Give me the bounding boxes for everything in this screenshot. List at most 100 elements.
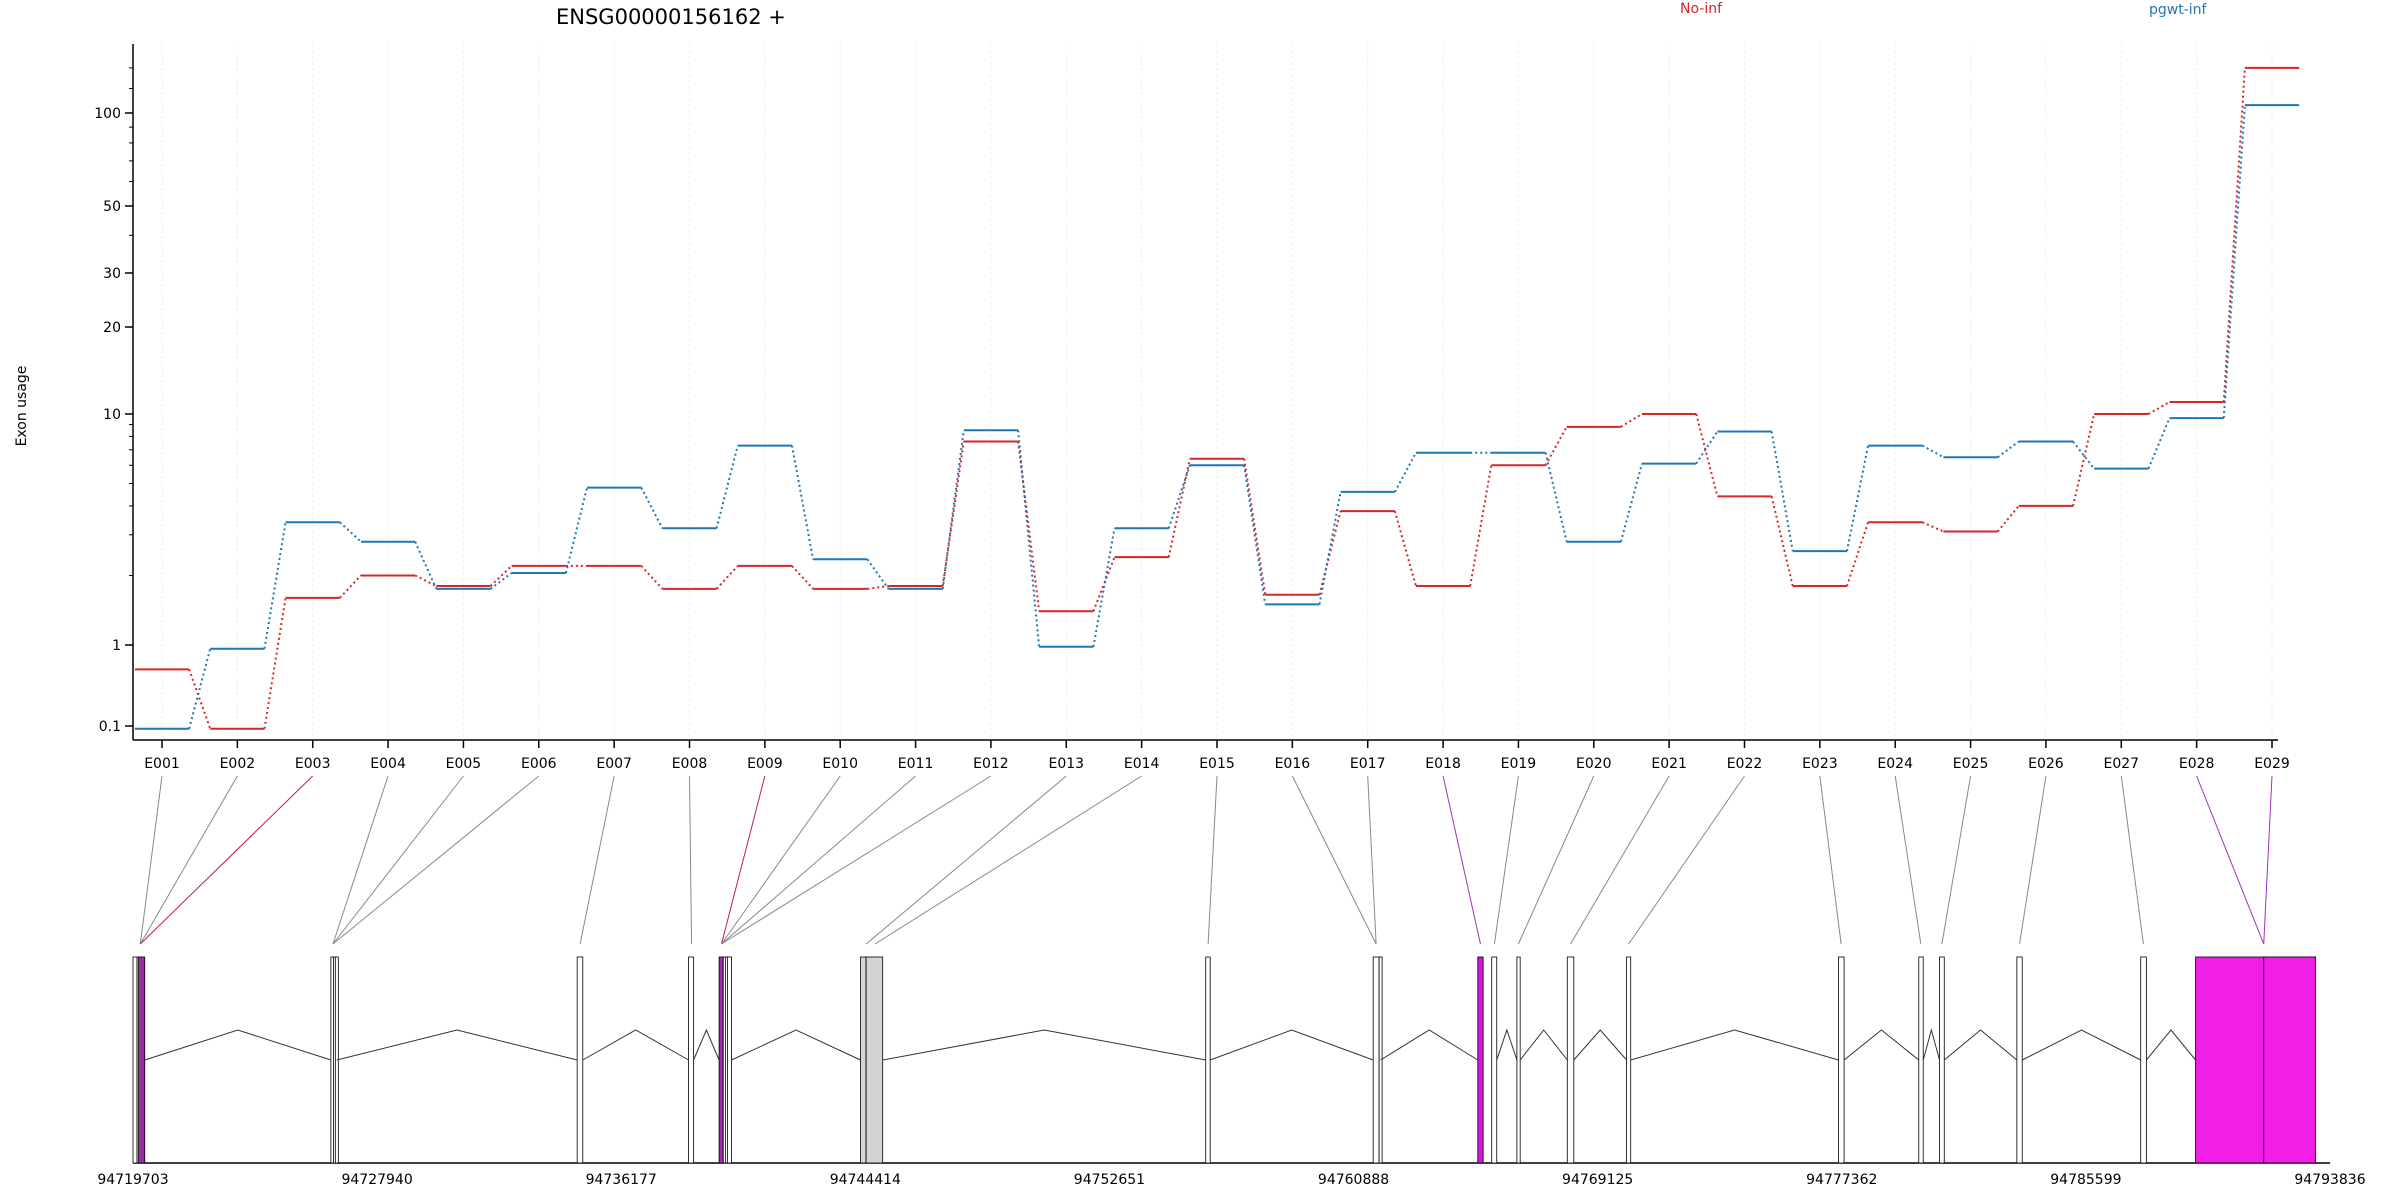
exon-connector — [332, 775, 464, 945]
exon-connector — [721, 775, 841, 945]
x-tick-label: E027 — [2103, 756, 2139, 772]
intron-line — [1380, 1029, 1479, 1061]
exon-box — [2263, 956, 2316, 1164]
intron-line — [2145, 1029, 2196, 1061]
data-connector — [1544, 426, 1568, 466]
data-connector — [1846, 445, 1870, 552]
intron-line — [582, 1029, 689, 1061]
data-connector — [1695, 430, 1719, 465]
exon-connector — [579, 775, 615, 945]
exon-connector — [874, 775, 1142, 945]
data-connector — [1318, 510, 1342, 596]
data-connector — [1393, 452, 1417, 493]
exon-connector — [2019, 775, 2047, 945]
exon-box — [1566, 956, 1575, 1164]
data-connector — [2222, 67, 2246, 403]
x-tick-label: E006 — [521, 756, 557, 772]
coordinate-label: 94736177 — [586, 1172, 657, 1188]
y-tick-label: 100 — [94, 106, 121, 122]
data-connector — [1017, 441, 1041, 612]
data-connector — [2222, 105, 2246, 419]
exon-connector — [1517, 775, 1595, 945]
exon-box — [576, 956, 584, 1164]
y-axis-label: Exon usage — [14, 366, 30, 447]
y-tick-label: 50 — [103, 199, 121, 215]
exon-connector — [2196, 775, 2265, 945]
data-connector — [1770, 496, 1794, 587]
data-connector — [1921, 444, 1944, 459]
data-connector — [1996, 505, 2020, 533]
data-connector — [640, 487, 664, 529]
x-tick-label: E003 — [295, 756, 331, 772]
exon-connectors — [139, 775, 2273, 945]
intron-line — [1843, 1029, 1920, 1061]
data-connector — [2147, 417, 2171, 470]
coordinate-label: 94752651 — [1074, 1172, 1145, 1188]
intron-line — [1496, 1028, 1518, 1061]
exon-connector — [332, 775, 389, 945]
exon-box — [2016, 956, 2023, 1164]
exon-box — [727, 956, 732, 1164]
x-tick-label: E017 — [1350, 756, 1386, 772]
data-connector — [2147, 401, 2171, 415]
data-connector — [715, 565, 739, 590]
data-connector — [1620, 413, 1643, 428]
data-connector — [867, 585, 889, 590]
x-tick-label: E011 — [898, 756, 934, 772]
x-tick-label: E021 — [1651, 756, 1687, 772]
series-no-inf — [134, 66, 2300, 730]
exon-connector — [721, 775, 916, 945]
x-tick-label: E025 — [1953, 756, 1989, 772]
gene-model: 94719703 94727940 94736177 94744414 94752651… — [97, 956, 2366, 1188]
data-connector — [791, 565, 814, 590]
data-connector — [1544, 452, 1568, 542]
intron-line — [144, 1029, 332, 1061]
data-connector — [941, 441, 965, 587]
data-connector — [1092, 556, 1116, 612]
x-tick-label: E022 — [1727, 756, 1763, 772]
x-tick-label: E007 — [596, 756, 632, 772]
coordinate-label: 94760888 — [1318, 1172, 1389, 1188]
exon-box — [1838, 956, 1845, 1164]
x-tick-label: E016 — [1275, 756, 1311, 772]
exon-box — [138, 956, 146, 1164]
data-connector — [2072, 440, 2095, 470]
data-connector — [1167, 458, 1191, 558]
exon-box — [688, 956, 695, 1164]
exon-connector — [139, 775, 238, 945]
y-tick-label: 0.1 — [99, 719, 121, 735]
data-connector — [1167, 464, 1191, 529]
coordinate-label: 94785599 — [2050, 1172, 2121, 1188]
data-connector — [339, 521, 362, 543]
data-connector — [414, 574, 437, 587]
exon-connector — [2263, 775, 2273, 945]
exon-box — [1205, 956, 1211, 1164]
exon-connector — [139, 775, 314, 945]
y-tick-label: 10 — [103, 407, 121, 423]
x-tick-label: E029 — [2254, 756, 2290, 772]
x-tick-label: E004 — [370, 756, 406, 772]
y-tick-label: 30 — [103, 266, 121, 282]
series-pgwt-inf — [134, 104, 2300, 730]
data-connector — [414, 541, 438, 590]
x-tick-label: E008 — [672, 756, 708, 772]
exon-connector — [2120, 775, 2144, 945]
exon-box — [2140, 956, 2147, 1164]
x-tick-label: E001 — [144, 756, 180, 772]
intron-line — [1210, 1029, 1374, 1061]
data-connector — [1921, 521, 1944, 533]
exon-connector — [721, 775, 992, 945]
exon-connector — [1442, 775, 1481, 945]
data-connector — [941, 430, 965, 589]
exon-connector — [1570, 775, 1670, 945]
legend-pgwt-inf: pgwt-inf — [2149, 2, 2208, 18]
x-tick-label: E014 — [1124, 756, 1160, 772]
data-series — [134, 66, 2300, 730]
coordinate-label: 94793836 — [2294, 1172, 2365, 1188]
data-connector — [263, 522, 287, 649]
exon-connector — [1819, 775, 1842, 945]
data-connector — [1243, 458, 1267, 595]
exon-box — [1626, 956, 1632, 1164]
coordinate-label: 94719703 — [97, 1172, 168, 1188]
